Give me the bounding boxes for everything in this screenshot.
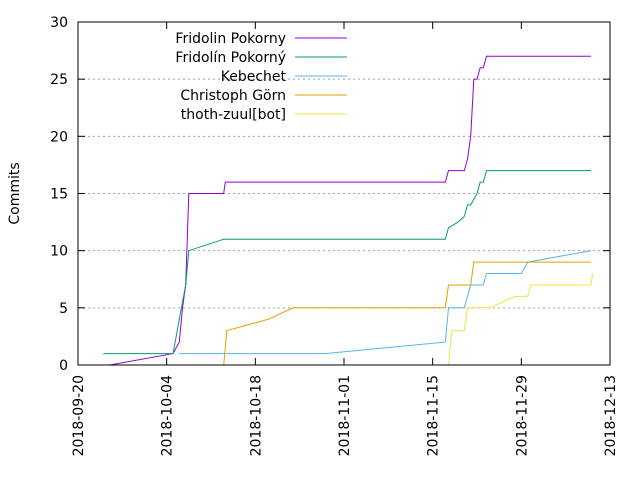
legend-label: Kebechet: [221, 69, 287, 85]
y-tick-label: 0: [59, 358, 68, 374]
y-tick-label: 30: [50, 15, 68, 31]
gridlines: [78, 78, 610, 309]
x-tick-label: 2018-11-01: [337, 375, 353, 456]
y-tick-label: 20: [50, 129, 68, 145]
y-axis-label: Commits: [7, 162, 23, 224]
y-tick-label: 15: [50, 187, 68, 203]
x-tick-label: 2018-09-20: [71, 375, 87, 456]
axes: 0 5 10 15 20 25 30 2018-09-20 2018-10-04 2018-10-…: [50, 15, 619, 456]
series-line-3: [179, 250, 592, 355]
x-tick-label: 2018-11-15: [426, 375, 442, 456]
series-line-1: [109, 55, 591, 366]
series-line-2: [103, 170, 591, 355]
x-tick-label: 2018-10-18: [248, 375, 264, 456]
series-lines: [103, 55, 594, 366]
y-tick-label: 10: [50, 244, 68, 260]
x-tick-label: 2018-11-29: [514, 375, 530, 456]
legend-label: thoth-zuul[bot]: [181, 107, 286, 123]
y-tick-label: 25: [50, 72, 68, 88]
series-line-4: [223, 261, 591, 366]
legend-label: Fridolín Pokorný: [175, 50, 286, 66]
series-line-5: [448, 273, 594, 366]
legend-label: Fridolin Pokorny: [175, 31, 286, 47]
legend: Fridolin Pokorny Fridolín Pokorný Kebechet…: [175, 31, 347, 123]
x-tick-label: 2018-12-13: [603, 375, 619, 456]
legend-label: Christoph Görn: [180, 88, 286, 104]
y-tick-label: 5: [59, 301, 68, 317]
x-tick-label: 2018-10-04: [160, 375, 176, 456]
